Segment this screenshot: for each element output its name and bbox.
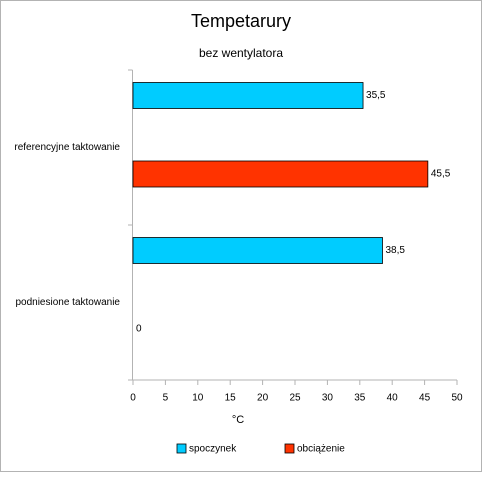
x-tick-label: 5 (163, 393, 169, 404)
x-tick-label: 25 (289, 393, 301, 404)
bar (132, 82, 364, 109)
legend-swatch (284, 443, 295, 454)
value-label: 0 (136, 324, 142, 335)
bar (132, 237, 383, 264)
x-tick-label: 35 (354, 393, 366, 404)
x-tick-label: 45 (419, 393, 431, 404)
x-tick-label: 30 (322, 393, 334, 404)
chart-subtitle: bez wentylatora (199, 46, 283, 60)
x-axis-label: °C (232, 414, 244, 426)
value-label: 35,5 (366, 90, 386, 101)
legend-swatch (176, 443, 187, 454)
x-tick-label: 40 (387, 393, 399, 404)
x-tick-label: 20 (257, 393, 269, 404)
legend-label: obciążenie (297, 444, 345, 455)
value-label: 38,5 (385, 245, 405, 256)
value-label: 45,5 (431, 169, 451, 180)
y-tick-label: referencyjne taktowanie (14, 142, 120, 153)
chart-title: Tempetarury (191, 11, 291, 31)
y-tick-label: podniesione taktowanie (15, 297, 120, 308)
x-tick-label: 15 (225, 393, 237, 404)
bar (132, 160, 429, 188)
x-tick-label: 50 (451, 393, 463, 404)
x-tick-label: 10 (192, 393, 204, 404)
legend-label: spoczynek (189, 444, 237, 455)
x-tick-label: 0 (130, 393, 136, 404)
